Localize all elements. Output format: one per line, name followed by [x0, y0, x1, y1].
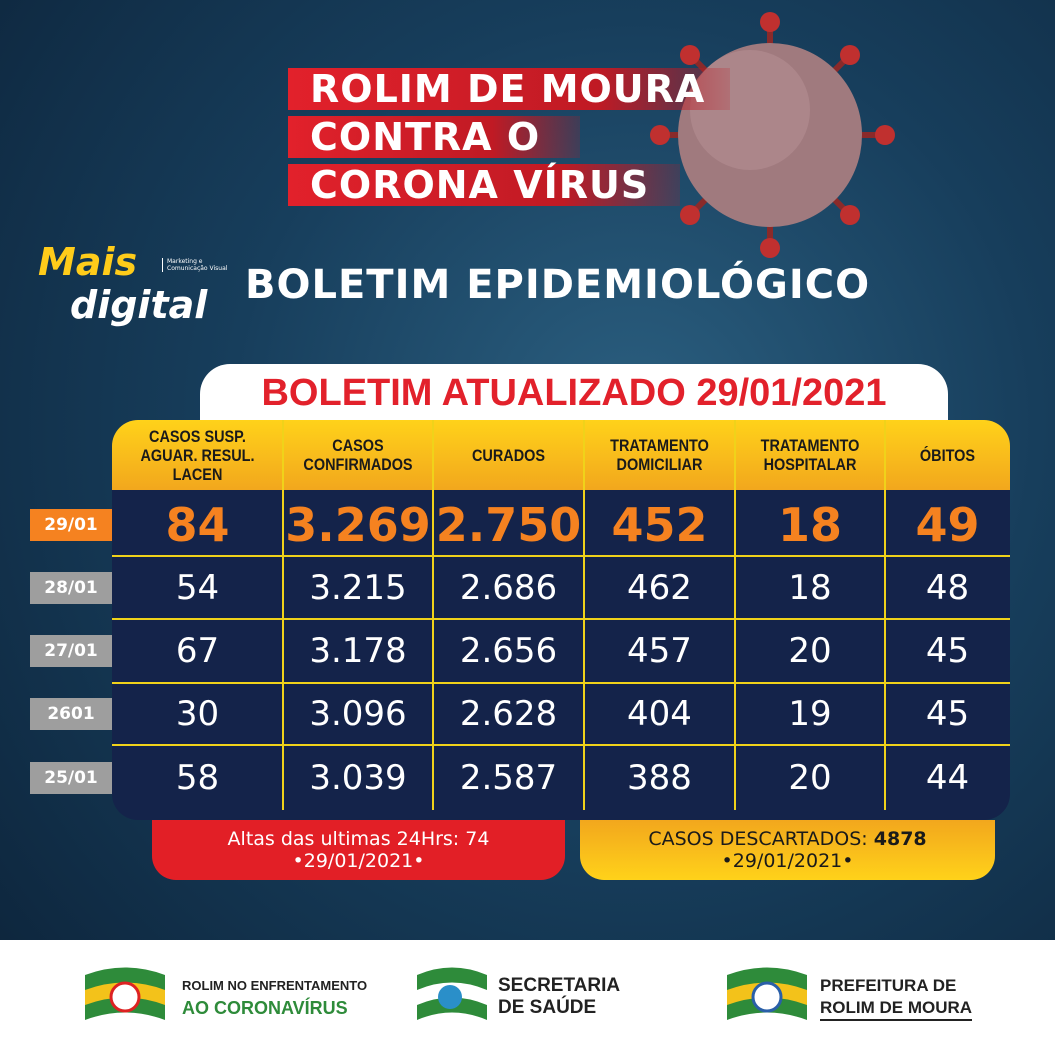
- table-cell: 3.096: [309, 694, 407, 734]
- date-label: 29/01: [30, 508, 112, 541]
- discarded-box: CASOS DESCARTADOS: 4878 •29/01/2021•: [580, 820, 995, 880]
- grid-line: [583, 420, 585, 810]
- discharges-box: Altas das ultimas 24Hrs: 74 •29/01/2021•: [152, 820, 565, 880]
- table-cell: 67: [175, 631, 220, 671]
- table-cell: 3.178: [309, 631, 407, 671]
- table-cell: 3.215: [309, 567, 407, 608]
- table-cell: 2.628: [459, 694, 558, 734]
- table-title: BOLETIM ATUALIZADO 29/01/2021: [200, 364, 948, 422]
- logo-band: ROLIM NO ENFRENTAMENTO AO CORONAVÍRUS SEC…: [0, 940, 1055, 1062]
- date-label: 2601: [30, 698, 112, 730]
- logo-line: ROLIM NO ENFRENTAMENTO: [182, 978, 368, 993]
- grid-line: [112, 555, 1010, 557]
- subtitle: BOLETIM EPIDEMIOLÓGICO: [245, 262, 871, 308]
- table-header: CASOS SUSP. AGUAR. RESUL. LACEN CASOS CON…: [112, 420, 1010, 490]
- logo-line: DE SAÚDE: [498, 997, 597, 1018]
- table-cell: 462: [627, 567, 692, 608]
- flag-icon: [85, 967, 165, 1020]
- table-cell: 404: [627, 694, 692, 734]
- date-label: 28/01: [30, 571, 112, 604]
- grid-line: [432, 420, 434, 810]
- grid-line: [112, 618, 1010, 620]
- table-cell: 18: [788, 567, 832, 608]
- grid-line: [734, 420, 736, 810]
- table-cell: 45: [925, 694, 970, 734]
- logo-text: PREFEITURA DE ROLIM DE MOURA: [820, 975, 973, 1021]
- grid-line: [112, 682, 1010, 684]
- flag-icon: [727, 967, 807, 1020]
- logo-text: ROLIM NO ENFRENTAMENTO AO CORONAVÍRUS: [182, 975, 367, 1019]
- table-cell: 2.750: [435, 497, 582, 552]
- date-label: 27/01: [30, 635, 112, 667]
- column-header: ÓBITOS: [919, 445, 976, 465]
- table-cell: 48: [925, 567, 970, 608]
- column-header: CASOS SUSP. AGUAR. RESUL. LACEN: [140, 426, 255, 484]
- table-cell: 84: [165, 497, 230, 552]
- flag-icon: [417, 967, 487, 1020]
- table-cell: 54: [175, 567, 220, 608]
- table-cell: 457: [627, 631, 692, 671]
- table-cell: 2.656: [459, 631, 558, 671]
- table-cell: 19: [788, 694, 832, 734]
- discarded-value: 4878: [873, 828, 927, 850]
- column-header: CASOS CONFIRMADOS: [303, 436, 413, 474]
- data-table: CASOS SUSP. AGUAR. RESUL. LACEN CASOS CON…: [112, 420, 1010, 820]
- table-cell: 30: [175, 694, 220, 734]
- title-line: CORONA VÍRUS: [288, 164, 680, 206]
- logo-digital: digital: [70, 283, 208, 327]
- table-cell: 3.269: [285, 497, 431, 552]
- grid-line: [282, 420, 284, 810]
- logo-text: SECRETARIA DE SAÚDE: [498, 975, 620, 1019]
- table-cell: 3.039: [309, 757, 407, 798]
- table-cell: 18: [777, 497, 842, 552]
- discarded-line: CASOS DESCARTADOS: 4878: [580, 828, 995, 850]
- logo-line: AO CORONAVÍRUS: [182, 998, 348, 1018]
- grid-line: [884, 420, 886, 810]
- date-label: 25/01: [30, 761, 112, 794]
- table-cell: 49: [915, 497, 980, 552]
- column-header: TRATAMENTO HOSPITALAR: [760, 436, 860, 474]
- logo-line: ROLIM DE MOURA: [820, 998, 973, 1017]
- table-cell: 452: [611, 497, 708, 552]
- column-header: CURADOS: [471, 445, 546, 465]
- title-line: ROLIM DE MOURA: [288, 68, 730, 110]
- logo-line: SECRETARIA: [498, 975, 621, 996]
- table-cell: 2.686: [459, 567, 558, 608]
- table-cell: 20: [788, 757, 832, 798]
- table-cell: 44: [925, 757, 970, 798]
- logo-mais: Mais: [38, 240, 138, 284]
- column-header: TRATAMENTO DOMICILIAR: [610, 436, 709, 474]
- grid-line: [112, 744, 1010, 746]
- virus-illustration: [650, 12, 895, 258]
- table-cell: 20: [788, 631, 832, 671]
- table-cell: 2.587: [459, 757, 558, 798]
- discharges-date: •29/01/2021•: [292, 850, 425, 872]
- discarded-label: CASOS DESCARTADOS:: [648, 828, 868, 850]
- logo-tagline: Marketing e Comunicação Visual: [162, 258, 229, 272]
- table-cell: 388: [627, 757, 692, 798]
- discarded-date: •29/01/2021•: [721, 850, 854, 872]
- logo-line: PREFEITURA DE: [820, 976, 957, 995]
- title-line: CONTRA O: [288, 116, 580, 158]
- table-cell: 45: [925, 631, 970, 671]
- table-cell: 58: [175, 757, 220, 798]
- discharges-text: Altas das ultimas 24Hrs: 74: [227, 828, 490, 850]
